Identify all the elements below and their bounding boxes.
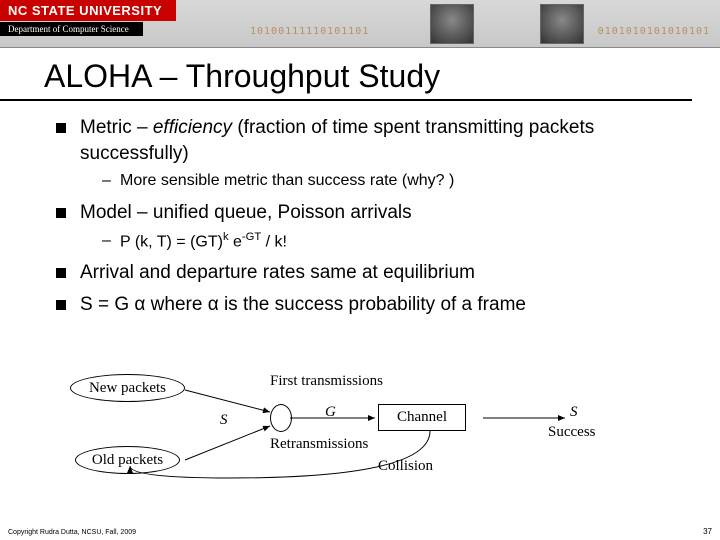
bullet-item: Metric – efficiency (fraction of time sp… <box>56 115 680 192</box>
department-bar: Department of Computer Science <box>0 22 143 36</box>
binary-decoration: 10100111110101101 <box>250 26 369 37</box>
label-retransmissions: Retransmissions <box>270 436 368 453</box>
label-success: Success <box>548 424 596 441</box>
bullet-item: S = G α where α is the success probabili… <box>56 292 680 318</box>
label-s: S <box>220 412 228 429</box>
sub-bullet-item: More sensible metric than success rate (… <box>102 170 680 192</box>
slide-header: NC STATE UNIVERSITY Department of Comput… <box>0 0 720 48</box>
label-g: G <box>325 404 336 421</box>
slide-title: ALOHA – Throughput Study <box>0 48 692 101</box>
node-new-packets: New packets <box>70 374 185 402</box>
label-first-transmissions: First transmissions <box>270 373 383 390</box>
label-collision: Collision <box>378 458 433 475</box>
page-number: 37 <box>703 527 712 536</box>
bullet-item: Model – unified queue, Poisson arrivals … <box>56 200 680 253</box>
binary-decoration: 0101010101010101 <box>598 26 710 37</box>
node-merge <box>270 404 292 432</box>
node-channel: Channel <box>378 404 466 431</box>
label-s-out: S <box>570 404 578 421</box>
wolf-logo-icon <box>540 4 584 44</box>
copyright-text: Copyright Rudra Dutta, NCSU, Fall, 2009 <box>8 529 136 536</box>
bullet-item: Arrival and departure rates same at equi… <box>56 260 680 286</box>
sub-bullet-item: P (k, T) = (GT)k e-GT / k! <box>102 230 680 253</box>
slide-content: Metric – efficiency (fraction of time sp… <box>0 115 720 318</box>
node-old-packets: Old packets <box>75 446 180 474</box>
wolf-logo-icon <box>430 4 474 44</box>
university-bar: NC STATE UNIVERSITY <box>0 0 176 21</box>
flow-diagram: New packets Old packets S First transmis… <box>70 368 670 498</box>
